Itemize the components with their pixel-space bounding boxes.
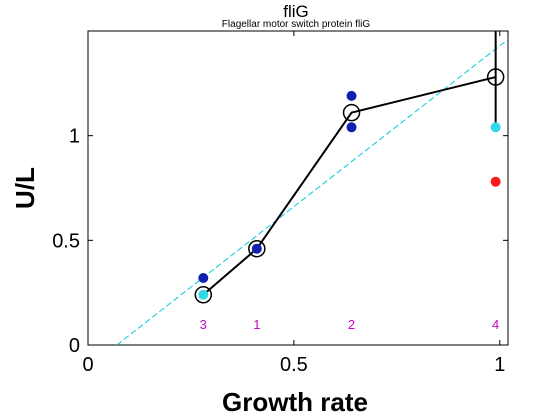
replicate-points-group [198, 90, 501, 300]
mean-marker [248, 239, 266, 258]
y-axis-title: U/L [10, 167, 40, 209]
replicate-point [198, 289, 209, 300]
chart-subtitle: Flagellar motor switch protein fliG [222, 19, 371, 30]
x-tick-label: 0 [82, 354, 93, 376]
axis-ticks [87, 31, 508, 346]
mean-line [202, 76, 496, 296]
x-tick-label: 1 [494, 354, 505, 376]
y-tick-label: 0 [69, 335, 80, 357]
fit-line-group [116, 38, 509, 346]
count-label: 3 [200, 317, 207, 332]
fit-line [116, 38, 509, 346]
replicate-point [346, 122, 357, 133]
mean-marker [342, 103, 361, 122]
y-tick-label: 0.5 [52, 230, 80, 252]
count-labels-group: 3 1 2 4 [200, 317, 500, 332]
chart-title: fliG [283, 2, 309, 21]
count-label: 1 [253, 317, 260, 332]
mean-marker [194, 286, 213, 304]
x-tick-label: 0.5 [280, 354, 308, 376]
y-tick-label: 1 [69, 126, 80, 148]
count-label: 4 [492, 317, 499, 332]
replicate-point [490, 176, 501, 187]
replicate-point [251, 243, 262, 254]
replicate-point [490, 122, 501, 133]
replicate-point [346, 90, 357, 101]
tick-labels: 0 0.5 1 0 0.5 1 [52, 126, 505, 376]
count-label: 2 [348, 317, 355, 332]
x-axis-title: Growth rate [222, 387, 368, 417]
replicate-point [198, 273, 209, 284]
